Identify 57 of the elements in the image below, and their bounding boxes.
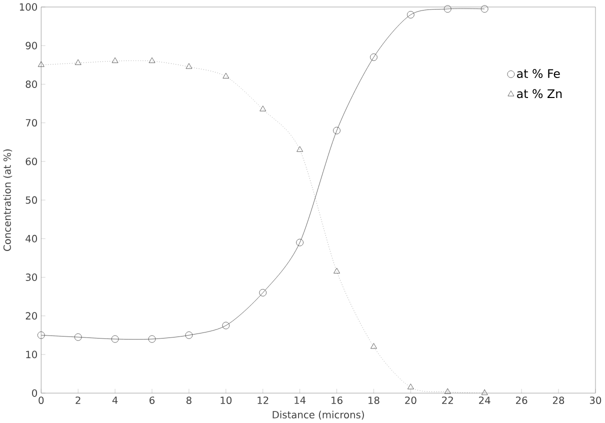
point	[370, 54, 378, 61]
point	[296, 238, 304, 246]
point	[480, 5, 488, 13]
legend-label: at % Fe	[517, 69, 560, 78]
x-tick-label: 4	[112, 396, 118, 404]
point	[260, 106, 266, 112]
point	[112, 57, 118, 64]
point	[148, 57, 156, 64]
x-tick-label: 16	[332, 396, 342, 404]
point	[38, 61, 44, 67]
x-tick-label: 26	[516, 396, 528, 404]
y-tick-label: 20	[26, 312, 38, 320]
y-tick-label: 70	[26, 119, 38, 127]
point	[444, 388, 451, 394]
x-tick-label: 14	[294, 396, 306, 404]
x-tick-label: 24	[479, 396, 490, 404]
point	[333, 126, 340, 134]
point	[259, 289, 267, 296]
x-tick-label: 12	[258, 396, 268, 404]
x-tick-label: 18	[368, 396, 380, 404]
x-tick-label: 0	[38, 396, 44, 404]
point	[186, 63, 192, 69]
x-tick-label: 30	[590, 396, 602, 404]
point	[222, 322, 230, 330]
y-tick-label: 40	[26, 234, 38, 242]
point	[185, 332, 193, 339]
point	[370, 343, 377, 349]
y-axis-title: Concentration (at %)	[3, 149, 12, 252]
point	[444, 5, 452, 13]
legend-label: at % Zn	[517, 89, 562, 98]
point	[74, 59, 82, 65]
point	[407, 384, 414, 390]
point	[148, 335, 156, 343]
x-tick-label: 20	[405, 396, 416, 404]
x-axis-title: Distance (microns)	[272, 410, 364, 420]
y-tick-label: 80	[26, 80, 38, 88]
y-tick-label: 90	[26, 42, 38, 50]
y-tick-label: 0	[32, 389, 38, 397]
point	[296, 146, 304, 152]
point	[481, 390, 488, 396]
point	[222, 72, 230, 78]
y-tick-label: 60	[26, 158, 38, 166]
point	[334, 268, 340, 274]
y-tick-label: 100	[20, 3, 38, 11]
y-tick-label: 10	[26, 350, 38, 358]
x-tick-label: 22	[442, 396, 453, 404]
point	[37, 332, 45, 339]
x-tick-label: 6	[150, 396, 155, 404]
x-tick-label: 10	[220, 396, 232, 404]
x-tick-label: 8	[186, 396, 192, 404]
point	[111, 335, 119, 343]
point	[407, 11, 414, 18]
x-tick-label: 2	[76, 396, 80, 404]
y-tick-label: 30	[26, 274, 38, 282]
y-tick-label: 50	[26, 196, 38, 204]
point	[74, 334, 82, 341]
x-tick-label: 28	[552, 396, 564, 404]
